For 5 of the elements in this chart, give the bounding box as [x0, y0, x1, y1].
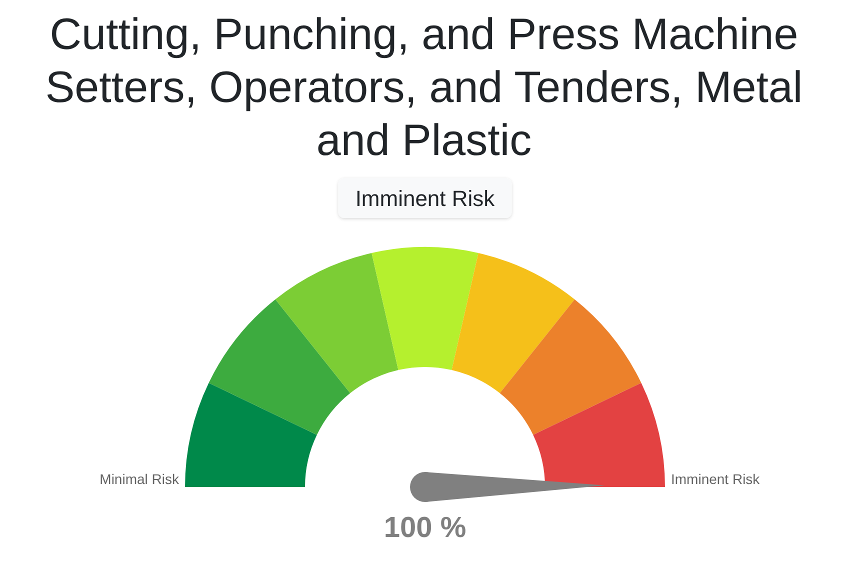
slice-label: Imminent Risk	[671, 471, 761, 487]
chart-title: Cutting, Punching, and Press Machine Setters, Operators, and Tenders, Metal and Plastic	[45, 10, 803, 165]
slice-label: Minimal Risk	[100, 471, 180, 487]
text: 100 %	[384, 512, 466, 544]
chart-subtitle: Imminent Risk	[355, 186, 496, 211]
